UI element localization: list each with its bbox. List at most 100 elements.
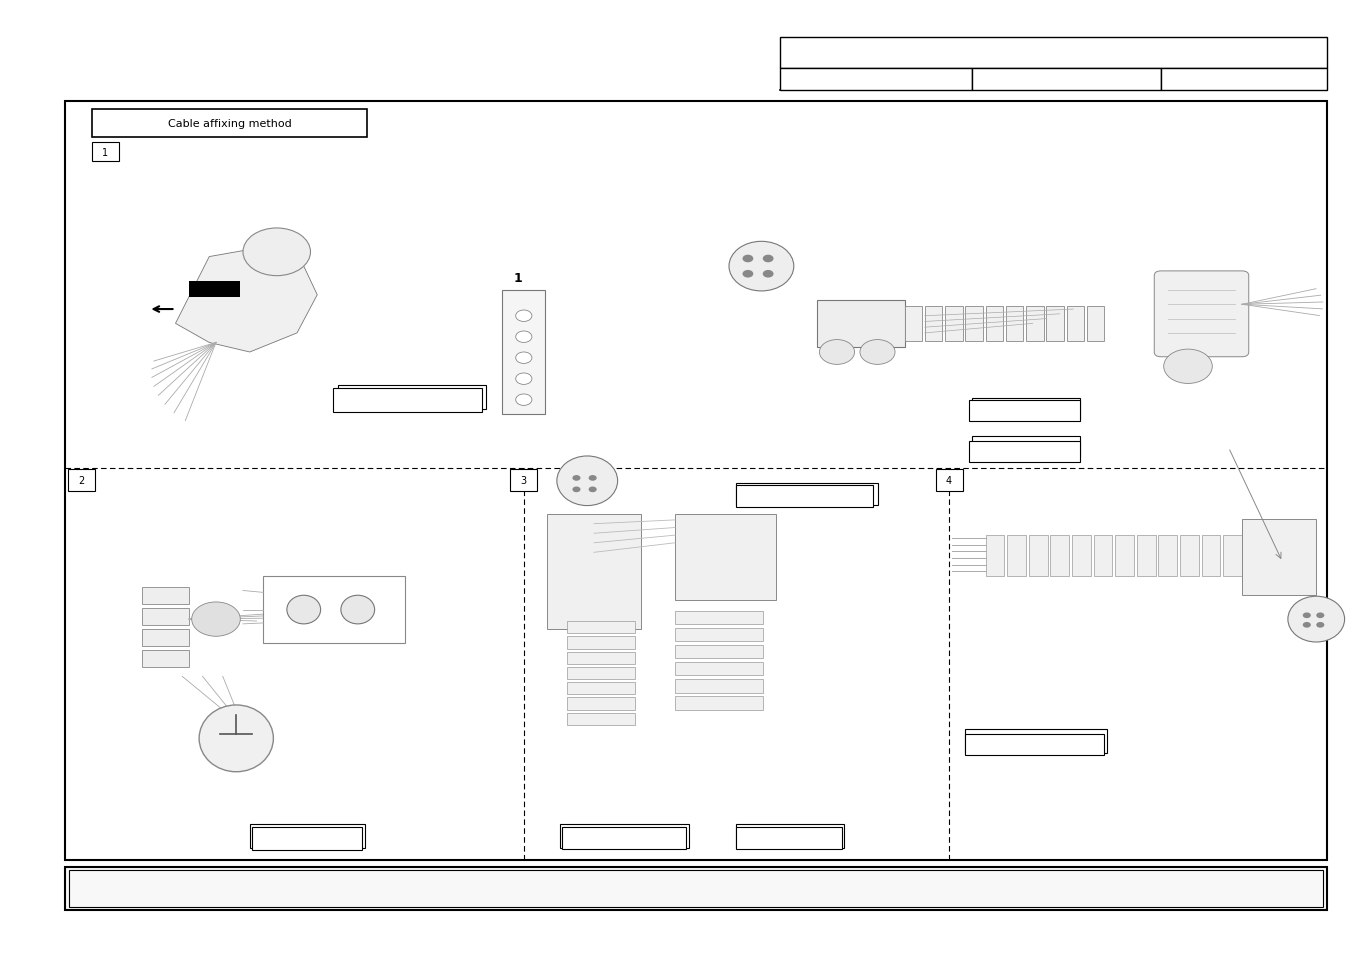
Ellipse shape xyxy=(340,596,374,624)
Ellipse shape xyxy=(1288,597,1345,642)
Bar xyxy=(780,69,972,91)
Bar xyxy=(1094,536,1112,577)
Text: 4: 4 xyxy=(946,476,952,486)
Bar xyxy=(263,577,405,643)
Bar xyxy=(68,470,94,492)
Bar xyxy=(925,307,942,341)
Text: 1: 1 xyxy=(103,148,108,157)
Ellipse shape xyxy=(198,705,273,772)
Bar xyxy=(1115,536,1134,577)
Ellipse shape xyxy=(556,456,617,506)
Circle shape xyxy=(516,311,532,322)
Bar xyxy=(736,827,842,849)
Circle shape xyxy=(1303,622,1311,628)
Bar xyxy=(1087,307,1104,341)
Circle shape xyxy=(860,340,895,365)
Text: 3: 3 xyxy=(521,476,526,486)
Bar xyxy=(817,300,905,348)
Circle shape xyxy=(1316,622,1324,628)
Bar xyxy=(142,587,189,604)
Bar xyxy=(1242,519,1316,596)
Circle shape xyxy=(572,476,580,481)
Circle shape xyxy=(589,476,597,481)
Bar xyxy=(1029,536,1048,577)
Bar xyxy=(1006,307,1023,341)
Bar xyxy=(510,470,537,492)
Bar xyxy=(567,667,634,679)
Bar xyxy=(92,110,367,138)
Bar xyxy=(65,867,1327,910)
Bar xyxy=(675,679,763,693)
Bar xyxy=(780,38,1327,69)
Bar xyxy=(965,307,983,341)
Bar xyxy=(675,662,763,676)
Bar xyxy=(675,515,776,600)
Bar xyxy=(1158,536,1177,577)
Circle shape xyxy=(589,487,597,493)
Bar xyxy=(567,652,634,664)
Bar xyxy=(675,611,763,624)
Bar xyxy=(986,536,1004,577)
Bar xyxy=(338,386,486,410)
Circle shape xyxy=(572,487,580,493)
Bar xyxy=(1046,307,1064,341)
Bar xyxy=(675,628,763,641)
Bar xyxy=(972,398,1080,419)
Bar xyxy=(142,608,189,625)
Bar xyxy=(965,734,1104,755)
Bar xyxy=(1007,536,1026,577)
Bar xyxy=(736,483,878,505)
Bar xyxy=(567,698,634,710)
Circle shape xyxy=(763,271,774,278)
Bar xyxy=(567,713,634,725)
Bar xyxy=(969,441,1080,462)
Bar xyxy=(1223,536,1242,577)
Circle shape xyxy=(819,340,855,365)
Bar xyxy=(1202,536,1220,577)
Bar xyxy=(1161,69,1327,91)
Circle shape xyxy=(1303,613,1311,618)
Bar xyxy=(969,400,1080,421)
Circle shape xyxy=(243,229,310,276)
Circle shape xyxy=(1316,613,1324,618)
Bar xyxy=(936,470,963,492)
Bar xyxy=(675,645,763,659)
Circle shape xyxy=(1164,350,1212,384)
FancyBboxPatch shape xyxy=(1154,272,1249,357)
Circle shape xyxy=(743,271,753,278)
Bar xyxy=(675,697,763,710)
Circle shape xyxy=(192,602,240,637)
Bar xyxy=(65,102,1327,860)
Bar xyxy=(736,485,873,507)
Bar xyxy=(1066,307,1084,341)
Bar xyxy=(986,307,1003,341)
Bar xyxy=(567,682,634,695)
Text: 2: 2 xyxy=(78,476,84,486)
Bar xyxy=(1180,536,1199,577)
Circle shape xyxy=(763,255,774,263)
Bar xyxy=(189,282,240,297)
Bar xyxy=(92,143,119,162)
Circle shape xyxy=(516,374,532,385)
Bar xyxy=(333,389,482,413)
Circle shape xyxy=(516,332,532,343)
Bar xyxy=(736,824,844,848)
Bar xyxy=(142,650,189,667)
Bar xyxy=(1026,307,1044,341)
Bar xyxy=(965,729,1107,753)
Circle shape xyxy=(516,395,532,406)
Circle shape xyxy=(516,353,532,364)
Bar xyxy=(562,827,686,849)
Bar xyxy=(567,637,634,649)
Bar xyxy=(69,870,1323,907)
Bar xyxy=(945,307,963,341)
Bar xyxy=(560,824,688,848)
Bar xyxy=(567,621,634,634)
Bar xyxy=(972,69,1161,91)
Bar xyxy=(250,824,364,848)
Bar xyxy=(904,307,922,341)
Polygon shape xyxy=(176,248,317,353)
Bar xyxy=(1050,536,1069,577)
Bar xyxy=(1072,536,1091,577)
Bar xyxy=(502,291,545,415)
